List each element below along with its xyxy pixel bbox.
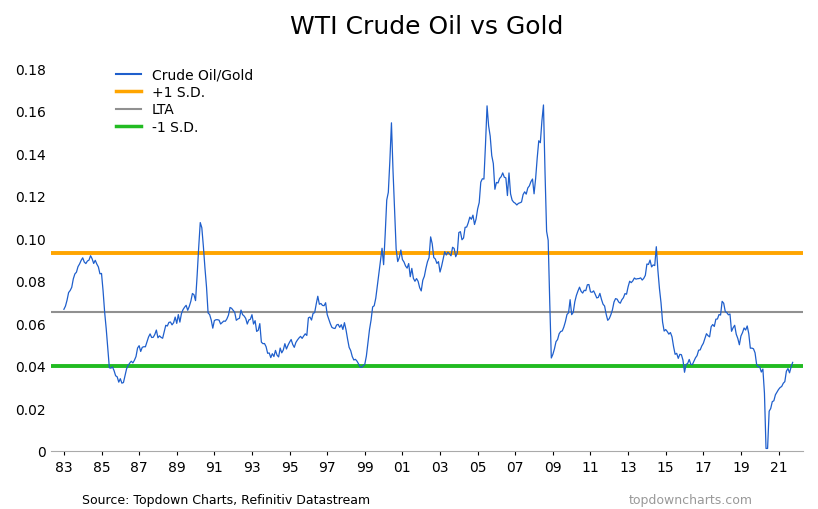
Legend: Crude Oil/Gold, +1 S.D., LTA, -1 S.D.: Crude Oil/Gold, +1 S.D., LTA, -1 S.D. bbox=[110, 63, 258, 140]
Text: Source: Topdown Charts, Refinitiv Datastream: Source: Topdown Charts, Refinitiv Datast… bbox=[82, 494, 370, 506]
Title: WTI Crude Oil vs Gold: WTI Crude Oil vs Gold bbox=[290, 15, 564, 39]
Text: topdowncharts.com: topdowncharts.com bbox=[628, 494, 753, 506]
